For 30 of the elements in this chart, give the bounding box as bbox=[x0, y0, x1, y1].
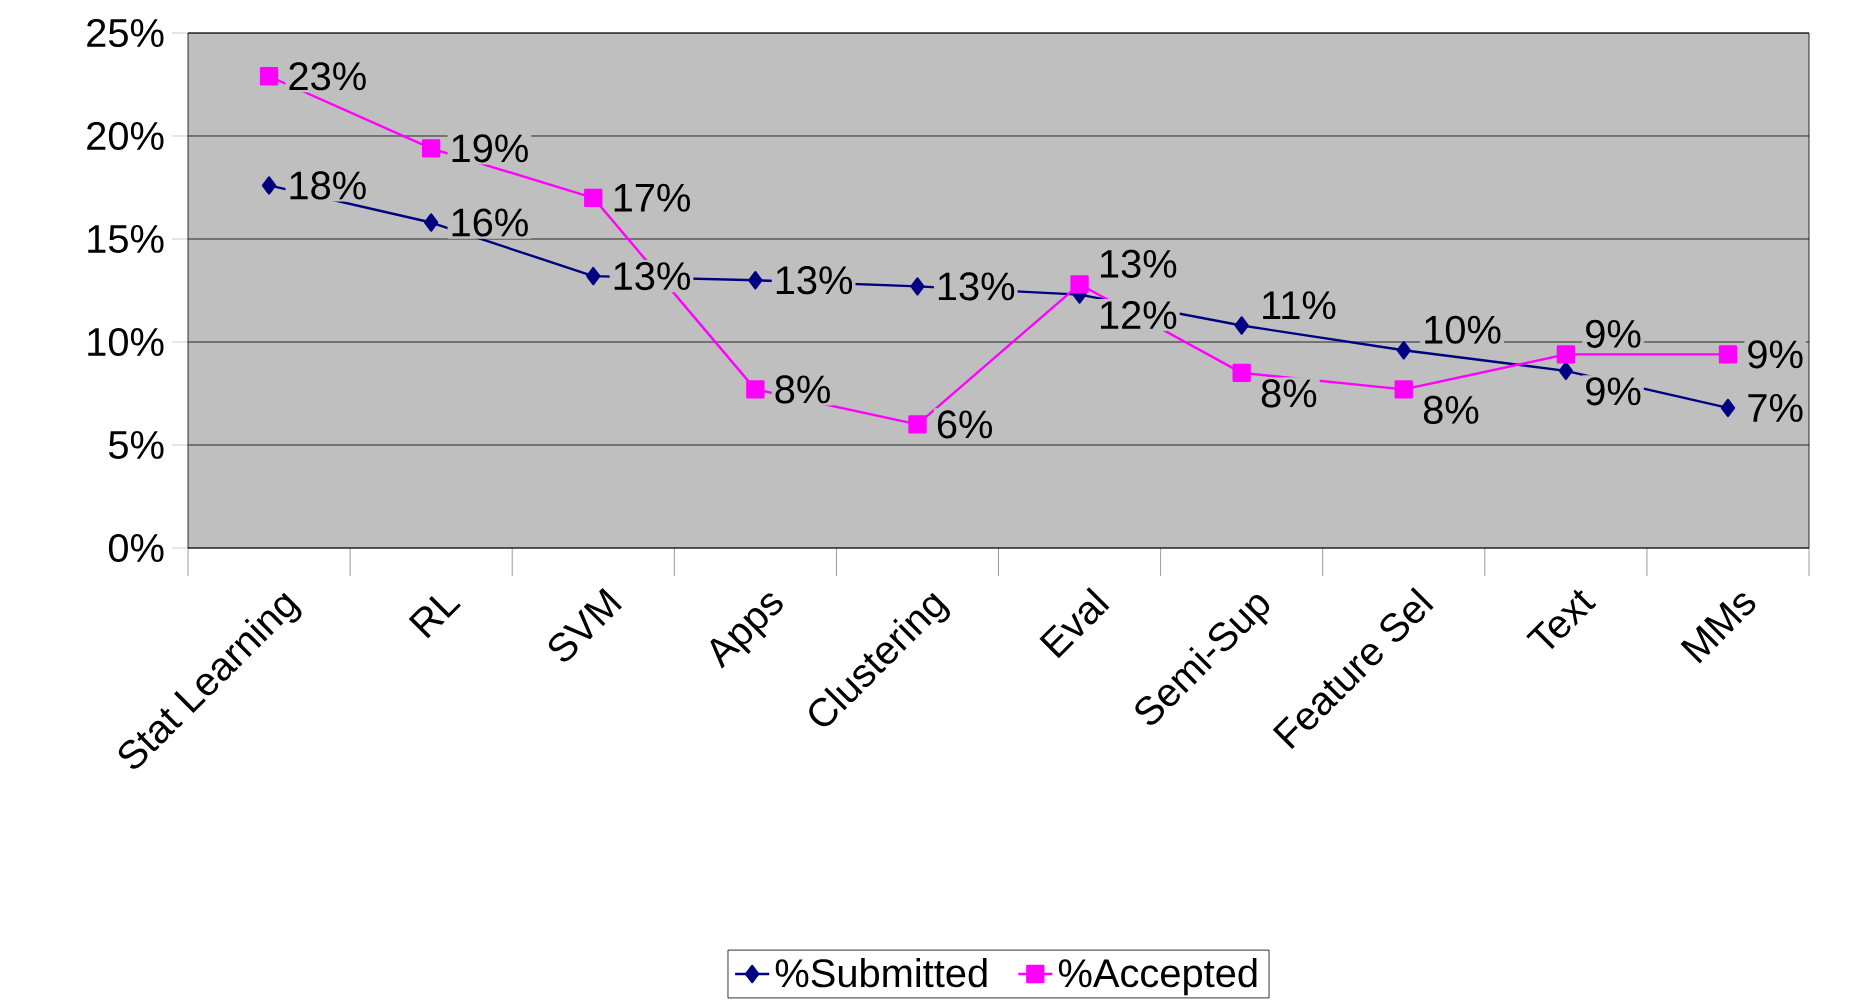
y-tick-label: 25% bbox=[87, 18, 164, 48]
legend-label: %Submitted bbox=[775, 958, 987, 988]
data-label: 8% bbox=[775, 375, 830, 404]
legend-label: %Accepted bbox=[1058, 958, 1257, 996]
data-label: 13% bbox=[614, 261, 690, 291]
y-tick-label: 5% bbox=[108, 430, 164, 460]
data-label: 7% bbox=[1748, 393, 1803, 422]
data-label: 8% bbox=[1261, 379, 1317, 408]
data-label: 13% bbox=[938, 272, 1015, 301]
data-label: 18% bbox=[290, 171, 366, 200]
data-label: 9% bbox=[1586, 319, 1641, 348]
data-label: 10% bbox=[1425, 315, 1501, 344]
y-tick-label: 20% bbox=[87, 121, 164, 151]
data-label: 11% bbox=[1263, 291, 1336, 320]
data-label: 12% bbox=[1100, 301, 1177, 330]
y-tick-label: 10% bbox=[88, 327, 164, 357]
data-label: 6% bbox=[937, 410, 993, 439]
data-label: 17% bbox=[614, 183, 690, 212]
data-label: 9% bbox=[1748, 340, 1803, 369]
data-label: 16% bbox=[452, 208, 528, 237]
y-tick-label: 15% bbox=[88, 224, 164, 254]
x-tick-label: RL bbox=[408, 596, 461, 639]
data-label: 9% bbox=[1586, 377, 1641, 406]
data-label: 8% bbox=[1423, 395, 1479, 424]
data-label: 13% bbox=[776, 266, 853, 295]
y-tick-label: 0% bbox=[108, 533, 164, 563]
data-label: 19% bbox=[452, 134, 528, 163]
data-label: 13% bbox=[1100, 249, 1177, 278]
x-tick-label: Text bbox=[1526, 589, 1597, 650]
data-label: 23% bbox=[289, 62, 366, 91]
